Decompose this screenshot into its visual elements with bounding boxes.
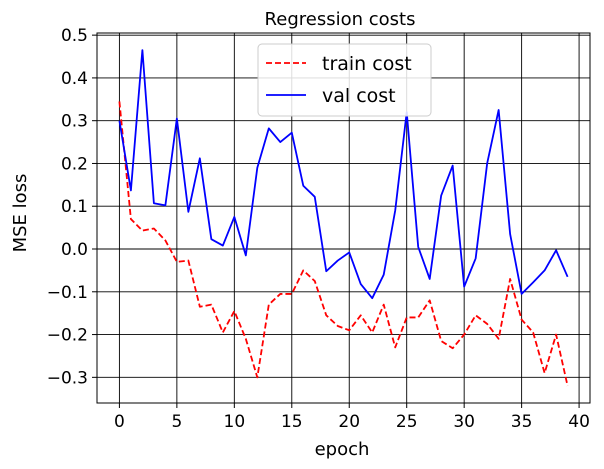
ticks: 0 5 10 15 20 25 30 35 40 −0.3 −0.2 −0.1 0.0 0.1 0.2 0.3… — [47, 26, 590, 432]
x-tick-label: 0 — [114, 412, 125, 432]
series-line-val-cost — [118, 49, 569, 300]
x-tick-label: 10 — [224, 412, 246, 432]
legend-label: train cost — [322, 53, 412, 75]
legend-box — [257, 43, 432, 117]
y-tick-label: 0.5 — [61, 26, 88, 46]
y-tick-label: 0.0 — [61, 240, 88, 260]
y-axis-label: MSE loss — [10, 174, 31, 253]
y-tick-label: 0.4 — [61, 69, 88, 89]
y-tick-label: −0.3 — [47, 368, 88, 388]
x-tick-label: 30 — [453, 412, 475, 432]
chart-title: Regression costs — [265, 9, 416, 30]
x-tick-label: 20 — [338, 412, 360, 432]
plot-frame — [96, 32, 591, 404]
grid — [97, 33, 590, 403]
y-tick-label: 0.1 — [61, 197, 88, 217]
y-tick-label: −0.2 — [47, 326, 88, 346]
x-tick-label: 25 — [396, 412, 418, 432]
series-line-train-cost — [118, 101, 569, 387]
x-tick-label: 5 — [171, 412, 182, 432]
legend: train cost val cost — [257, 43, 432, 117]
x-tick-label: 15 — [281, 412, 303, 432]
legend-label: val cost — [322, 85, 396, 107]
x-tick-label: 40 — [568, 412, 590, 432]
y-tick-label: 0.3 — [61, 112, 88, 132]
x-tick-label: 35 — [511, 412, 533, 432]
y-tick-label: 0.2 — [61, 154, 88, 174]
series-layer — [118, 49, 569, 387]
x-axis-label: epoch — [315, 439, 370, 460]
y-tick-label: −0.1 — [47, 283, 88, 303]
